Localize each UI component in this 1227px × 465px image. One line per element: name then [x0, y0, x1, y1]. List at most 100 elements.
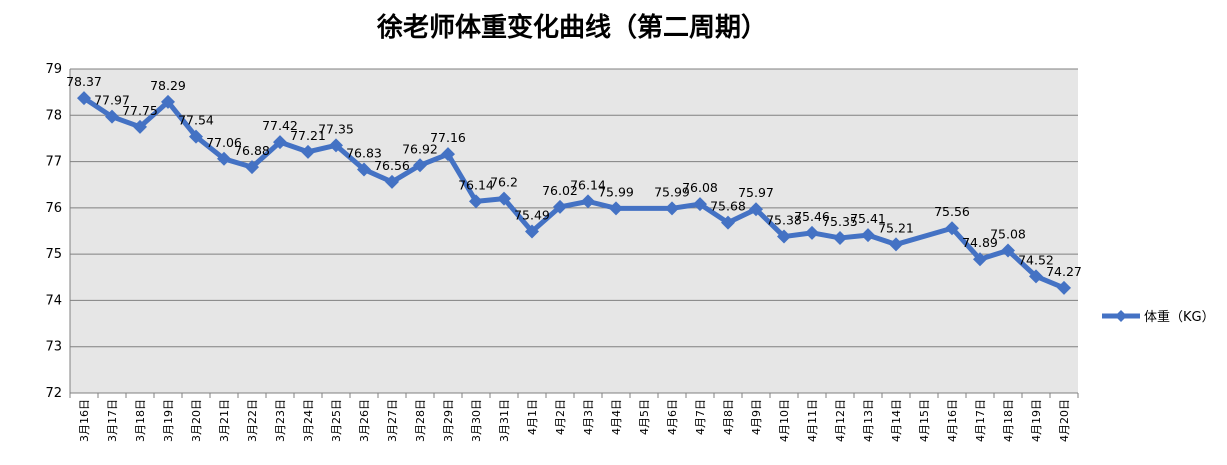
data-point	[945, 221, 959, 236]
data-point	[581, 194, 595, 209]
x-tick-label: 3月16日	[78, 399, 91, 442]
data-point	[273, 135, 287, 150]
x-tick-label: 4月15日	[918, 399, 931, 442]
data-point	[553, 199, 567, 214]
data-label: 74.89	[962, 235, 998, 250]
data-label: 76.08	[682, 180, 718, 195]
data-point	[385, 174, 399, 189]
x-tick-label: 3月26日	[358, 399, 371, 442]
x-axis-ticks: 3月16日 3月17日 3月18日 3月19日 3月20日 3月21日 3月22日 3月23日…	[69, 393, 1079, 442]
data-point	[889, 237, 903, 252]
data-label: 75.38	[766, 213, 802, 228]
data-label: 75.56	[934, 204, 970, 219]
series-line	[81, 95, 1067, 291]
x-tick-label: 4月14日	[890, 399, 903, 442]
data-point	[133, 119, 147, 134]
x-tick-label: 3月23日	[274, 399, 287, 442]
data-label: 76.83	[346, 145, 382, 160]
data-label: 76.92	[402, 141, 438, 156]
x-tick-label: 3月28日	[414, 399, 427, 442]
x-tick-label: 4月2日	[554, 399, 567, 435]
x-tick-label: 4月17日	[974, 399, 987, 442]
data-point	[665, 201, 679, 216]
data-point	[357, 162, 371, 177]
data-label: 77.97	[94, 93, 130, 108]
y-tick-label: 78	[45, 108, 62, 123]
chart-title: 徐老师体重变化曲线（第二周期）	[376, 12, 767, 43]
data-label: 75.49	[514, 207, 550, 222]
data-point	[217, 151, 231, 166]
data-point	[721, 215, 735, 230]
x-tick-label: 3月19日	[162, 399, 175, 442]
data-label: 78.29	[150, 78, 186, 93]
data-label: 77.54	[178, 113, 214, 128]
y-tick-label: 76	[45, 201, 62, 216]
data-label: 76.02	[542, 183, 578, 198]
data-point	[441, 147, 455, 162]
x-tick-label: 3月18日	[134, 399, 147, 442]
data-point	[693, 197, 707, 212]
data-label: 75.41	[850, 211, 886, 226]
x-tick-label: 3月22日	[246, 399, 259, 442]
data-point	[805, 225, 819, 240]
data-label: 77.42	[262, 118, 298, 133]
y-tick-label: 77	[45, 155, 62, 170]
x-tick-label: 4月6日	[666, 399, 679, 435]
data-label: 75.35	[822, 214, 858, 229]
x-tick-label: 3月20日	[190, 399, 203, 442]
x-tick-label: 4月20日	[1058, 399, 1071, 442]
data-point	[189, 129, 203, 144]
x-tick-label: 4月19日	[1030, 399, 1043, 442]
x-tick-label: 3月24日	[302, 399, 315, 442]
data-point	[525, 224, 539, 239]
series-points	[77, 91, 1071, 295]
data-label: 75.46	[794, 209, 830, 224]
data-label: 74.52	[1018, 252, 1054, 267]
data-point	[861, 228, 875, 243]
data-point	[413, 158, 427, 173]
x-tick-label: 4月1日	[526, 399, 539, 435]
x-tick-label: 3月29日	[442, 399, 455, 442]
data-point	[1001, 243, 1015, 258]
data-point	[245, 160, 259, 175]
x-tick-label: 4月9日	[750, 399, 763, 435]
y-tick-label: 79	[45, 62, 62, 77]
y-tick-label: 72	[45, 386, 62, 401]
data-label: 77.75	[122, 103, 158, 118]
data-label: 75.99	[598, 184, 634, 199]
y-tick-label: 73	[45, 340, 62, 355]
legend-marker	[1115, 310, 1127, 322]
x-tick-label: 3月27日	[386, 399, 399, 442]
data-point	[497, 191, 511, 206]
data-point	[609, 201, 623, 216]
data-point	[1057, 280, 1071, 295]
x-tick-label: 4月7日	[694, 399, 707, 435]
legend-label: 体重（KG）	[1144, 309, 1215, 325]
x-tick-label: 3月25日	[330, 399, 343, 442]
x-tick-label: 4月11日	[806, 399, 819, 442]
x-tick-label: 3月17日	[106, 399, 119, 442]
data-point	[77, 91, 91, 106]
data-label: 77.21	[290, 128, 326, 143]
data-point	[749, 202, 763, 217]
data-label: 76.2	[490, 175, 518, 190]
data-label: 75.68	[710, 199, 746, 214]
x-tick-label: 4月4日	[610, 399, 623, 435]
data-label: 75.21	[878, 220, 914, 235]
plot-area	[70, 69, 1078, 393]
series-weight	[81, 95, 1067, 291]
data-label: 75.08	[990, 226, 1026, 241]
x-tick-label: 4月12日	[834, 399, 847, 442]
data-label: 77.16	[430, 130, 466, 145]
data-label: 76.14	[458, 177, 494, 192]
x-tick-label: 4月16日	[946, 399, 959, 442]
data-point	[301, 144, 315, 159]
data-point	[973, 252, 987, 267]
x-tick-label: 4月8日	[722, 399, 735, 435]
data-label: 77.35	[318, 121, 354, 136]
x-tick-label: 4月5日	[638, 399, 651, 435]
legend: 体重（KG）	[1102, 309, 1215, 325]
data-label: 76.88	[234, 143, 270, 158]
